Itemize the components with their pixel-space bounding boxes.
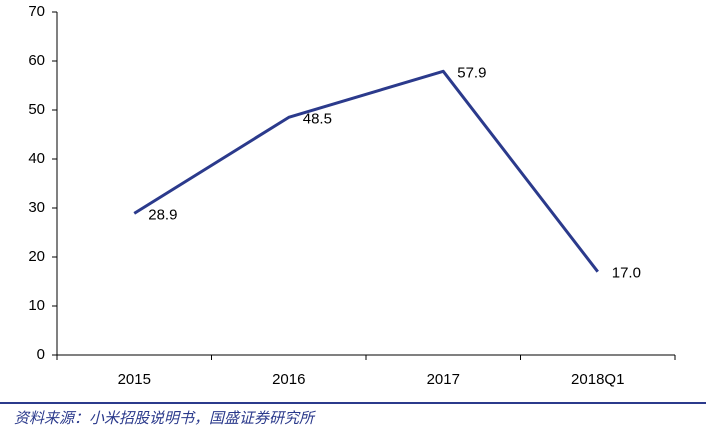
source-note: 资料来源：小米招股说明书，国盛证券研究所	[14, 410, 316, 427]
y-tick-label: 40	[28, 150, 45, 167]
y-tick-label: 0	[37, 346, 45, 363]
y-tick-label: 60	[28, 52, 45, 69]
x-tick-label: 2017	[427, 371, 460, 388]
data-label: 48.5	[303, 110, 332, 127]
data-label: 57.9	[457, 64, 486, 81]
x-tick-label: 2015	[118, 371, 151, 388]
y-tick-label: 50	[28, 101, 45, 118]
x-tick-label: 2018Q1	[571, 371, 624, 388]
x-tick-label: 2016	[272, 371, 305, 388]
data-label: 28.9	[148, 206, 177, 223]
y-tick-label: 10	[28, 297, 45, 314]
y-tick-label: 20	[28, 248, 45, 265]
line-series	[133, 69, 599, 273]
y-tick-label: 70	[28, 3, 45, 20]
y-tick-label: 30	[28, 199, 45, 216]
data-label: 17.0	[612, 265, 641, 282]
